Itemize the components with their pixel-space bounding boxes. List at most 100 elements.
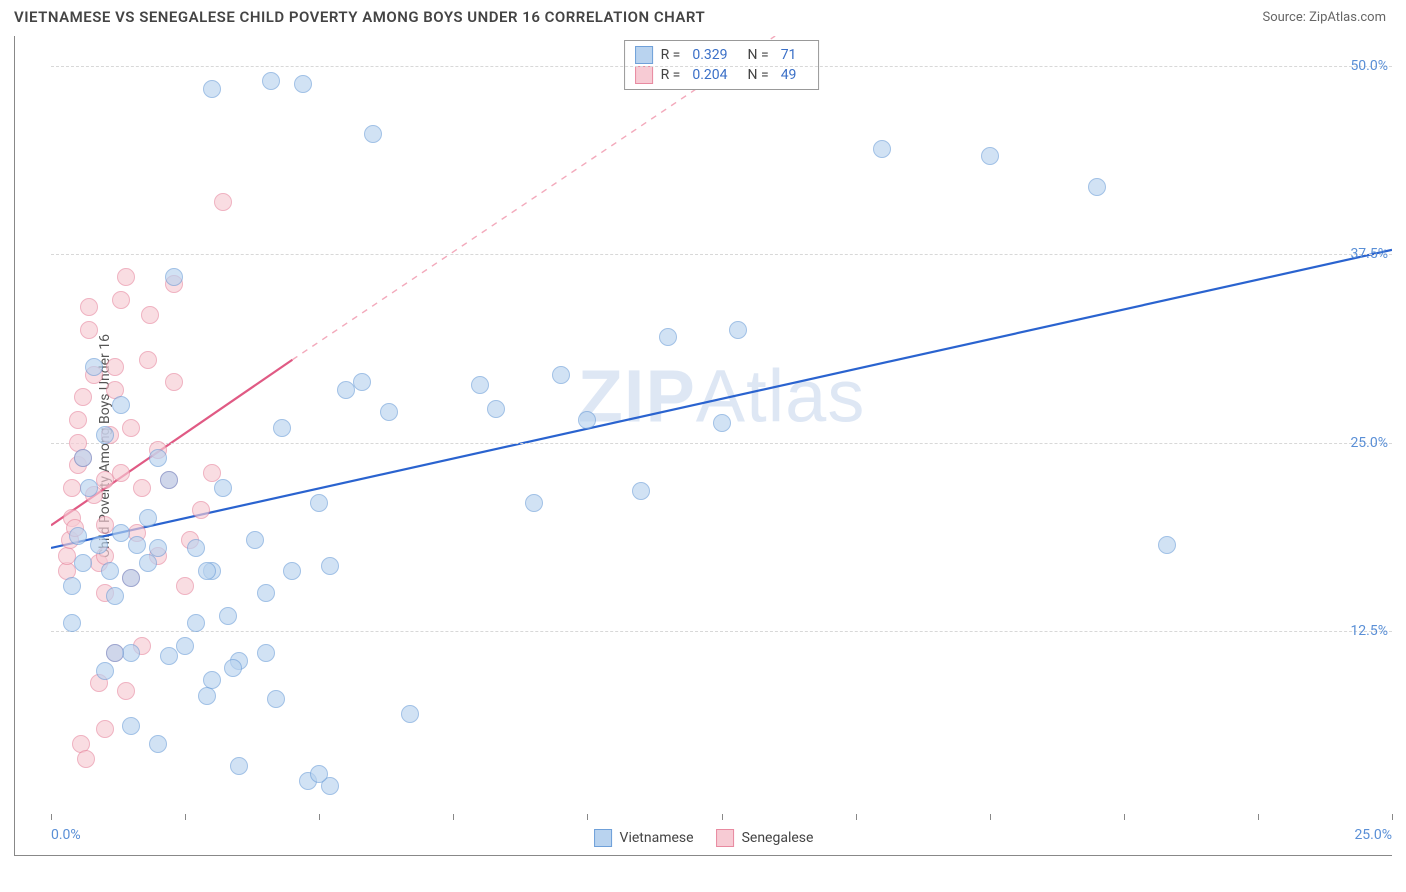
scatter-point-vietnamese <box>122 717 140 735</box>
n-value-senegalese: 49 <box>781 67 797 83</box>
x-tick-label: 0.0% <box>51 827 81 843</box>
scatter-point-vietnamese <box>321 557 339 575</box>
x-tick <box>185 814 186 820</box>
r-value-vietnamese: 0.329 <box>692 47 727 63</box>
scatter-point-vietnamese <box>187 539 205 557</box>
scatter-point-vietnamese <box>224 659 242 677</box>
x-tick <box>1258 814 1259 820</box>
x-tick <box>722 814 723 820</box>
legend-item-vietnamese: Vietnamese <box>594 829 694 847</box>
y-tick-label: 25.0% <box>1350 435 1388 451</box>
scatter-point-vietnamese <box>198 562 216 580</box>
scatter-point-vietnamese <box>160 471 178 489</box>
swatch-senegalese-icon <box>716 829 734 847</box>
scatter-point-senegalese <box>106 358 124 376</box>
scatter-point-vietnamese <box>981 147 999 165</box>
scatter-point-senegalese <box>74 388 92 406</box>
scatter-point-vietnamese <box>122 644 140 662</box>
x-tick <box>51 814 52 820</box>
scatter-point-senegalese <box>141 306 159 324</box>
scatter-point-senegalese <box>112 464 130 482</box>
scatter-point-senegalese <box>122 419 140 437</box>
scatter-point-vietnamese <box>267 690 285 708</box>
scatter-point-vietnamese <box>1088 178 1106 196</box>
scatter-point-vietnamese <box>380 403 398 421</box>
scatter-point-vietnamese <box>112 524 130 542</box>
source-attribution: Source: ZipAtlas.com <box>1262 10 1386 25</box>
scatter-point-vietnamese <box>632 482 650 500</box>
r-label: R = <box>661 47 681 63</box>
x-tick <box>856 814 857 820</box>
swatch-vietnamese-icon <box>635 46 653 64</box>
scatter-point-vietnamese <box>310 765 328 783</box>
scatter-point-vietnamese <box>74 449 92 467</box>
scatter-point-vietnamese <box>257 584 275 602</box>
legend-series: Vietnamese Senegalese <box>594 829 814 847</box>
scatter-point-vietnamese <box>90 536 108 554</box>
scatter-point-vietnamese <box>310 494 328 512</box>
scatter-point-senegalese <box>117 682 135 700</box>
swatch-senegalese-icon <box>635 66 653 84</box>
n-label: N = <box>748 67 769 83</box>
scatter-point-vietnamese <box>112 396 130 414</box>
scatter-point-senegalese <box>80 321 98 339</box>
scatter-point-vietnamese <box>165 268 183 286</box>
scatter-point-senegalese <box>165 373 183 391</box>
scatter-point-vietnamese <box>106 644 124 662</box>
chart-container: Child Poverty Among Boys Under 16 ZIPAtl… <box>14 36 1392 856</box>
source-prefix: Source: <box>1262 10 1309 25</box>
scatter-point-senegalese <box>112 291 130 309</box>
scatter-point-vietnamese <box>63 577 81 595</box>
x-tick <box>990 814 991 820</box>
source-link[interactable]: ZipAtlas.com <box>1309 10 1386 25</box>
scatter-point-vietnamese <box>122 569 140 587</box>
scatter-point-vietnamese <box>101 562 119 580</box>
legend-stats-row-vietnamese: R = 0.329 N = 71 <box>635 45 809 65</box>
legend-stats-row-senegalese: R = 0.204 N = 49 <box>635 65 809 85</box>
scatter-point-vietnamese <box>257 644 275 662</box>
scatter-point-vietnamese <box>713 414 731 432</box>
scatter-point-vietnamese <box>214 479 232 497</box>
scatter-point-vietnamese <box>63 614 81 632</box>
gridline <box>51 443 1392 444</box>
x-tick <box>1392 814 1393 820</box>
x-tick-label: 25.0% <box>1354 827 1392 843</box>
r-label: R = <box>661 67 681 83</box>
scatter-point-vietnamese <box>160 647 178 665</box>
gridline <box>51 66 1392 67</box>
scatter-point-vietnamese <box>1158 536 1176 554</box>
x-tick <box>1124 814 1125 820</box>
scatter-point-senegalese <box>139 351 157 369</box>
scatter-point-vietnamese <box>149 449 167 467</box>
scatter-point-vietnamese <box>246 531 264 549</box>
r-value-senegalese: 0.204 <box>692 67 727 83</box>
scatter-point-vietnamese <box>85 358 103 376</box>
n-value-vietnamese: 71 <box>781 47 797 63</box>
scatter-point-senegalese <box>214 193 232 211</box>
scatter-point-vietnamese <box>80 479 98 497</box>
scatter-point-vietnamese <box>139 509 157 527</box>
scatter-point-vietnamese <box>552 366 570 384</box>
x-tick <box>319 814 320 820</box>
scatter-point-vietnamese <box>578 411 596 429</box>
scatter-point-vietnamese <box>96 662 114 680</box>
y-tick-label: 37.5% <box>1350 246 1388 262</box>
scatter-point-vietnamese <box>96 426 114 444</box>
x-tick <box>587 814 588 820</box>
scatter-point-senegalese <box>80 298 98 316</box>
plot-area: ZIPAtlas R = 0.329 N = 71 R = 0.204 N = … <box>51 36 1392 819</box>
scatter-point-vietnamese <box>401 705 419 723</box>
scatter-point-vietnamese <box>487 400 505 418</box>
scatter-point-vietnamese <box>74 554 92 572</box>
scatter-point-vietnamese <box>283 562 301 580</box>
scatter-point-vietnamese <box>525 494 543 512</box>
scatter-point-senegalese <box>96 720 114 738</box>
scatter-point-vietnamese <box>294 75 312 93</box>
scatter-point-vietnamese <box>729 321 747 339</box>
y-tick-label: 12.5% <box>1350 623 1388 639</box>
scatter-point-senegalese <box>77 750 95 768</box>
swatch-vietnamese-icon <box>594 829 612 847</box>
gridline <box>51 631 1392 632</box>
scatter-point-vietnamese <box>219 607 237 625</box>
legend-item-senegalese: Senegalese <box>716 829 814 847</box>
